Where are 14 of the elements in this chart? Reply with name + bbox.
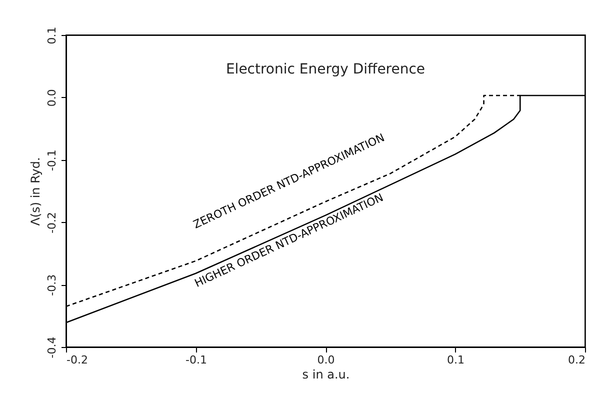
y-tick-label: 0.0	[46, 89, 58, 107]
y-axis-title: Λ(s) in Ryd.	[28, 157, 42, 226]
y-tick-label: -0.2	[46, 212, 58, 234]
x-axis-title: s in a.u.	[302, 368, 350, 382]
x-tick-label: 0.2	[568, 354, 586, 366]
text: Electronic Energy Difference	[226, 61, 426, 78]
x-tick-label: 0.1	[447, 354, 464, 366]
y-tick-label: -0.1	[46, 150, 58, 172]
x-tick-label: -0.2	[66, 354, 88, 366]
x-tick-label: 0.0	[317, 354, 335, 366]
y-tick-label: 0.1	[46, 26, 58, 44]
y-tick-label: -0.3	[46, 274, 58, 296]
y-tick-label: -0.4	[46, 336, 58, 358]
x-tick-label: -0.1	[186, 354, 207, 366]
